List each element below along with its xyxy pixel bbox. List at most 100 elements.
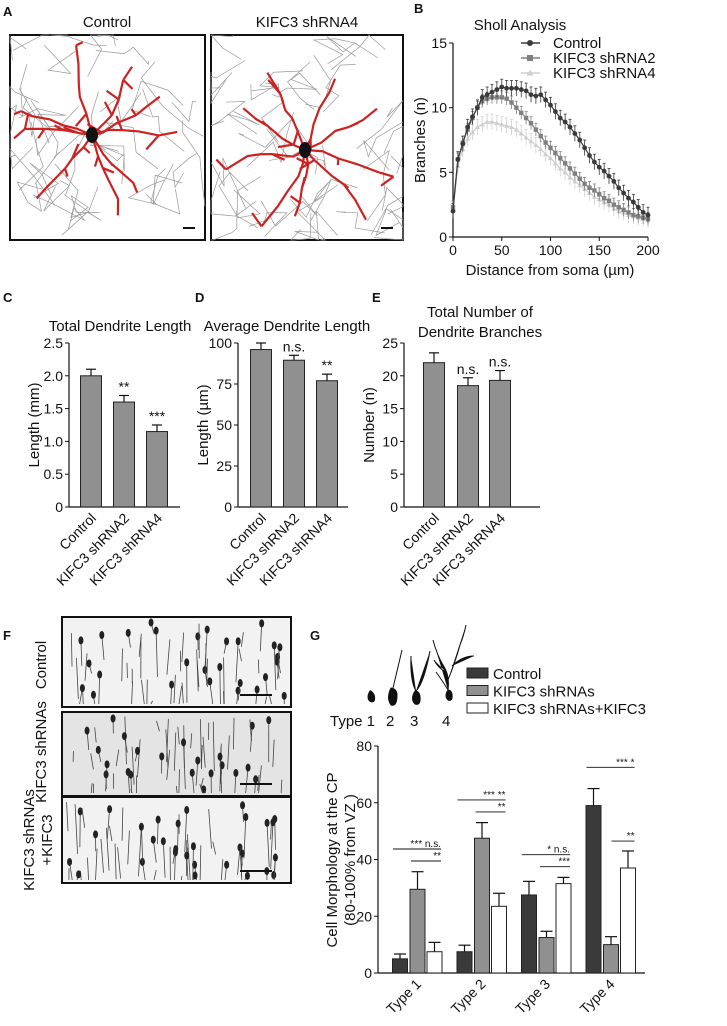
neuron-process xyxy=(166,718,169,763)
data-point xyxy=(450,208,456,214)
background-neurite xyxy=(210,34,242,60)
data-point xyxy=(616,185,622,191)
image-label-control: Control xyxy=(83,14,131,31)
data-point xyxy=(601,196,607,201)
data-point xyxy=(538,133,543,139)
image-label-shrna4: KIFC3 shRNA4 xyxy=(256,14,359,31)
data-point xyxy=(518,130,524,136)
neuron-soma xyxy=(155,815,161,824)
x-tick-label: 100 xyxy=(539,242,563,258)
bar-control xyxy=(423,362,445,508)
neuron-process xyxy=(162,841,166,878)
data-point xyxy=(465,136,471,141)
neuron-soma xyxy=(192,871,198,880)
background-neurite xyxy=(233,176,261,219)
y-tick-label: 0 xyxy=(224,499,232,515)
background-neurite xyxy=(150,168,181,215)
data-point xyxy=(553,150,558,156)
significance-label: n.s. xyxy=(283,338,306,354)
panel-letter-d: D xyxy=(195,290,204,305)
data-point xyxy=(509,85,514,91)
significance-label: n.s. xyxy=(457,361,480,377)
neuron-process xyxy=(141,679,145,705)
neuron-process xyxy=(237,847,241,875)
data-point xyxy=(479,94,485,100)
data-point xyxy=(572,131,578,136)
background-neurite xyxy=(296,196,327,241)
legend-swatch xyxy=(466,702,489,714)
background-neurite xyxy=(363,121,404,171)
background-neurite xyxy=(312,38,355,64)
data-point xyxy=(548,102,553,108)
neuron-process xyxy=(181,682,184,704)
neuron-process xyxy=(101,635,105,661)
background-neurite xyxy=(371,155,404,235)
y-tick-label: 1.0 xyxy=(44,433,64,449)
background-neurite xyxy=(251,70,303,92)
image-label-f-shrnas: KIFC3 shRNAs xyxy=(33,701,50,803)
traced-dendrite xyxy=(215,149,306,171)
neuron-process xyxy=(90,783,93,794)
data-point xyxy=(470,114,475,120)
cortex-image-frame xyxy=(61,796,292,884)
data-point xyxy=(640,210,646,215)
neuron-soma xyxy=(86,659,92,668)
neuron-soma xyxy=(93,830,99,839)
morphology-type-schematic: Type 1 2 3 4 xyxy=(330,624,475,730)
neuron-process xyxy=(70,633,73,667)
background-neurite xyxy=(18,121,44,191)
background-neurite xyxy=(95,46,149,66)
neuron-process xyxy=(80,640,83,666)
background-neurite xyxy=(34,125,63,185)
background-neurite xyxy=(9,86,39,107)
neuron-soma xyxy=(110,714,116,723)
panel-letter-f: F xyxy=(3,628,11,643)
y-tick-label: 5 xyxy=(390,466,398,482)
neuron-soma xyxy=(97,670,103,679)
x-tick-label: Type 3 xyxy=(512,976,553,1017)
neuron-soma xyxy=(263,673,269,682)
neuron-soma xyxy=(184,851,190,860)
neuron-soma xyxy=(150,835,156,844)
neuron-soma xyxy=(79,684,85,693)
neuron-process xyxy=(202,736,206,768)
bar-control xyxy=(80,375,102,508)
data-point xyxy=(479,121,485,127)
background-neurite xyxy=(32,194,86,230)
neuron-process xyxy=(76,657,79,700)
neuron-process xyxy=(270,822,274,870)
chart-title: Total Dendrite Length xyxy=(49,318,192,335)
neuron-soma xyxy=(169,680,175,689)
neuron-soma xyxy=(207,677,213,686)
neuron-soma xyxy=(125,767,131,776)
neuron-process xyxy=(227,735,230,770)
legend-label: KIFC3 shRNAs+KIFC3 xyxy=(493,701,646,718)
data-point xyxy=(582,145,588,151)
neuron-process xyxy=(273,862,276,881)
legend-swatch xyxy=(466,667,489,679)
data-point xyxy=(601,168,607,174)
panel-letter-c: C xyxy=(3,290,13,305)
bar-kifc3-shrnas xyxy=(474,837,490,974)
data-point xyxy=(548,145,553,150)
data-point xyxy=(543,151,549,157)
background-neurite xyxy=(210,101,246,126)
data-point xyxy=(552,160,558,166)
neuron-soma xyxy=(184,658,190,667)
background-neurite xyxy=(18,108,66,144)
panel-letter-g: G xyxy=(310,628,320,643)
y-tick-label: 75 xyxy=(216,376,232,392)
data-point xyxy=(626,210,631,215)
background-neurite xyxy=(310,179,339,222)
image-frame xyxy=(9,34,206,241)
neuron-soma xyxy=(138,822,144,831)
data-point xyxy=(611,178,617,184)
neuron-soma xyxy=(104,760,110,769)
neuron-process xyxy=(81,808,86,828)
data-point xyxy=(523,134,529,140)
neuron-soma xyxy=(235,637,241,646)
neuron-soma xyxy=(159,752,165,761)
neuron-process xyxy=(238,648,242,662)
data-point xyxy=(533,93,539,99)
